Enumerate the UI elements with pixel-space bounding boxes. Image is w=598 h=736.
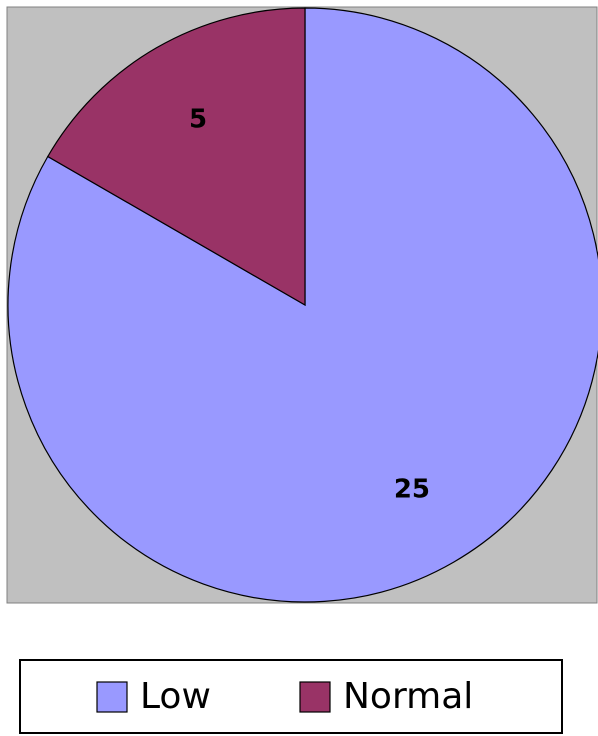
legend-swatch: [299, 681, 331, 713]
data-label: 5: [189, 104, 207, 134]
pie: 25 5: [7, 7, 598, 603]
legend-label: Low: [140, 676, 211, 717]
pie-slice: [7, 7, 598, 603]
legend-label: Normal: [343, 676, 473, 717]
legend-swatch: [96, 681, 128, 713]
pie-slice: [46, 7, 306, 307]
data-label: 25: [394, 475, 430, 505]
legend-items: Low Normal: [96, 676, 473, 717]
